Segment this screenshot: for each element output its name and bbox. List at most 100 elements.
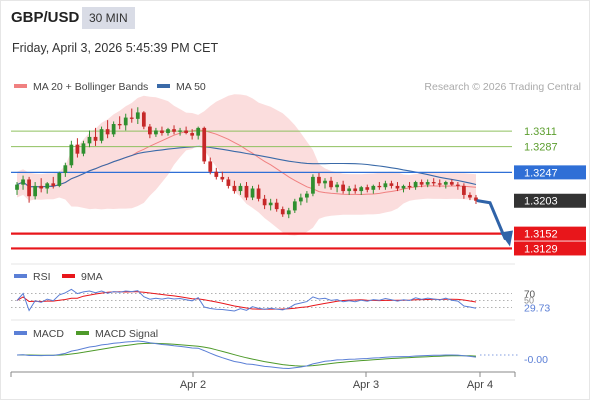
level-label-1.3152: 1.3152 bbox=[524, 229, 558, 241]
candle bbox=[455, 184, 460, 186]
candle bbox=[238, 185, 243, 192]
candle bbox=[202, 127, 207, 162]
candle bbox=[395, 185, 400, 189]
candle bbox=[208, 161, 213, 172]
macd-panel: MACD MACD Signal -0.00 bbox=[14, 328, 548, 370]
timeframe-badge[interactable]: 30 MIN bbox=[82, 7, 135, 29]
candle bbox=[341, 184, 345, 192]
level-label-1.3247: 1.3247 bbox=[524, 167, 558, 179]
candle bbox=[431, 182, 436, 184]
x-axis-label: Apr 4 bbox=[467, 379, 493, 391]
candle bbox=[407, 185, 412, 188]
candle bbox=[190, 133, 195, 136]
candle bbox=[305, 193, 309, 198]
candle bbox=[329, 180, 333, 188]
candle bbox=[317, 176, 321, 184]
candle bbox=[75, 144, 80, 154]
candle bbox=[111, 124, 116, 135]
candle bbox=[262, 198, 267, 206]
legend-swatch bbox=[62, 274, 75, 278]
candle bbox=[365, 187, 370, 190]
legend-swatch bbox=[14, 274, 27, 278]
candle bbox=[172, 129, 176, 132]
macd-signal-line bbox=[16, 342, 477, 367]
candle bbox=[87, 136, 92, 144]
candle bbox=[154, 130, 158, 135]
candle bbox=[51, 183, 56, 186]
candle bbox=[298, 197, 303, 202]
candle bbox=[27, 179, 31, 197]
candle bbox=[323, 180, 327, 184]
legend-label: MACD Signal bbox=[95, 328, 158, 340]
candle bbox=[21, 179, 25, 185]
ma50-line bbox=[16, 145, 477, 188]
main-chart-panel: MA 20 + Bollinger Bands MA 50 Research © 2… bbox=[11, 81, 586, 256]
candle bbox=[286, 210, 291, 215]
currency-pair-title: GBP/USD bbox=[11, 9, 80, 26]
candle bbox=[335, 184, 339, 188]
level-tag-1.3152 bbox=[514, 226, 586, 241]
candle bbox=[353, 188, 358, 192]
candle bbox=[15, 184, 19, 190]
candle bbox=[474, 197, 478, 201]
candle bbox=[81, 143, 86, 154]
candle bbox=[274, 202, 279, 210]
candle bbox=[389, 183, 394, 186]
level-label-1.3203: 1.3203 bbox=[524, 196, 558, 208]
candle bbox=[160, 130, 164, 134]
level-tag-1.3203 bbox=[514, 193, 586, 208]
candle bbox=[93, 136, 98, 141]
candle bbox=[437, 183, 442, 185]
macd-value-label: -0.00 bbox=[524, 354, 548, 366]
x-axis: Apr 2 Apr 3 Apr 4 bbox=[10, 263, 516, 391]
candle bbox=[383, 183, 388, 188]
level-tag-1.3129 bbox=[514, 241, 586, 256]
candle bbox=[425, 182, 430, 185]
candle bbox=[280, 209, 285, 215]
candle bbox=[250, 188, 255, 198]
level-label-1.3311: 1.3311 bbox=[524, 126, 557, 138]
candle bbox=[244, 185, 249, 198]
candle bbox=[117, 124, 122, 126]
forecast-arrow-head bbox=[499, 230, 513, 247]
candle bbox=[359, 187, 364, 192]
candle bbox=[214, 171, 219, 177]
candle bbox=[292, 201, 297, 211]
bollinger-band bbox=[17, 94, 476, 236]
candle bbox=[347, 188, 352, 192]
candle bbox=[413, 182, 418, 188]
candle bbox=[148, 126, 152, 135]
rsi-value-label: 29.73 bbox=[524, 303, 550, 315]
candle bbox=[33, 185, 38, 197]
candle bbox=[377, 185, 382, 188]
candle bbox=[449, 182, 454, 185]
macd-line bbox=[16, 340, 477, 370]
x-axis-label: Apr 2 bbox=[180, 379, 206, 391]
level-label-1.3129: 1.3129 bbox=[524, 243, 558, 255]
candle bbox=[135, 112, 140, 119]
candle bbox=[232, 185, 237, 192]
level-tag-1.3247 bbox=[514, 165, 586, 180]
candle bbox=[57, 173, 62, 186]
candle bbox=[268, 202, 273, 206]
candle bbox=[166, 129, 170, 134]
candle bbox=[141, 112, 146, 127]
candle bbox=[468, 194, 472, 198]
candle bbox=[371, 185, 376, 190]
candle bbox=[311, 176, 315, 194]
candle bbox=[63, 165, 68, 174]
candle bbox=[184, 130, 188, 134]
legend-swatch bbox=[14, 84, 27, 88]
candle bbox=[99, 129, 104, 141]
legend-label: MACD bbox=[33, 328, 64, 340]
rsi-level-label: 50 bbox=[524, 296, 534, 306]
candle bbox=[256, 188, 261, 199]
rsi-line bbox=[16, 288, 477, 312]
legend-label: RSI bbox=[33, 271, 51, 283]
legend-swatch bbox=[157, 84, 170, 88]
candle bbox=[178, 130, 182, 132]
timestamp: Friday, April 3, 2026 5:45:39 PM CET bbox=[12, 41, 219, 55]
candle bbox=[226, 179, 231, 186]
